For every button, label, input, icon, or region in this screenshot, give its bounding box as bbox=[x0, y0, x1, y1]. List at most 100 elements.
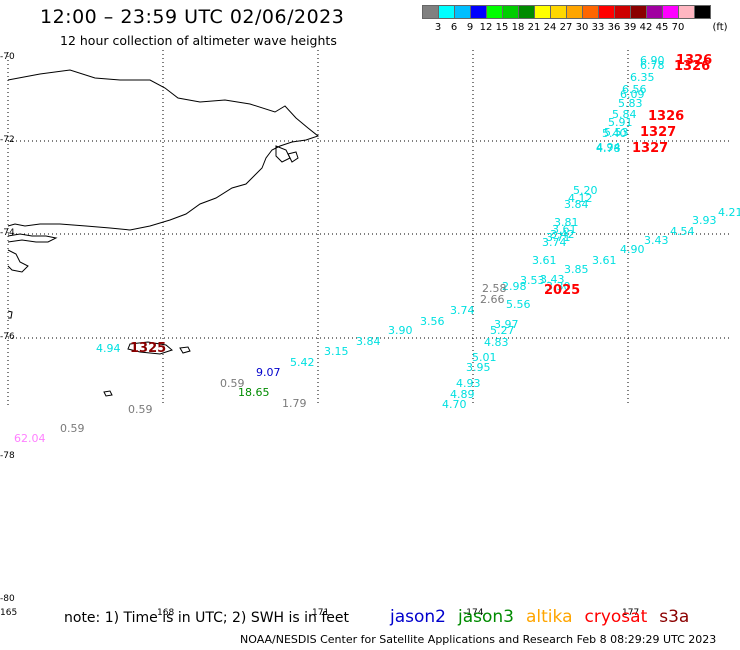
wave-height-label: 3.93 bbox=[692, 214, 717, 227]
legend-unit: (ft) bbox=[712, 22, 728, 33]
coastline bbox=[7, 69, 320, 397]
wave-height-label: 2.66 bbox=[480, 293, 505, 306]
legend-swatch bbox=[694, 5, 711, 19]
map-subtitle: 12 hour collection of altimeter wave hei… bbox=[60, 33, 337, 48]
legend-label: 45 bbox=[655, 22, 669, 33]
wave-height-label: 3.15 bbox=[324, 345, 349, 358]
wave-height-label: 3.61 bbox=[552, 223, 577, 236]
lat-label-78: -78 bbox=[0, 451, 15, 461]
legend-label: 12 bbox=[479, 22, 493, 33]
lon-label-171: 171 bbox=[312, 608, 330, 618]
wave-height-label: 0.59 bbox=[220, 377, 245, 390]
wave-height-label: 9.07 bbox=[256, 366, 281, 379]
wave-height-label: 4.94 bbox=[96, 342, 121, 355]
lon-label-177: 177 bbox=[622, 608, 640, 618]
wave-height-label: 5.42 bbox=[290, 356, 315, 369]
wave-height-label: 3.74 bbox=[542, 236, 567, 249]
wave-height-label: 18.65 bbox=[238, 386, 270, 399]
wave-height-label: 6.09 bbox=[620, 88, 645, 101]
credit-line: NOAA/NESDIS Center for Satellite Applica… bbox=[240, 633, 717, 646]
pass-time-label: 2025 bbox=[544, 283, 580, 298]
lon-label-168: 168 bbox=[157, 608, 175, 618]
legend-label: 15 bbox=[495, 22, 509, 33]
wave-height-label: 3.85 bbox=[564, 263, 589, 276]
wave-height-label: 5.91 bbox=[608, 116, 633, 129]
legend-label: 70 bbox=[671, 22, 685, 33]
wave-height-label: 4.54 bbox=[670, 225, 695, 238]
wave-height-label: 3.97 bbox=[494, 318, 519, 331]
wave-height-label: 3.95 bbox=[466, 361, 491, 374]
wave-height-label: 6.78 bbox=[640, 59, 665, 72]
pass-time-label: 1327 bbox=[632, 141, 668, 156]
wave-height-label: 3.53 bbox=[520, 274, 545, 287]
mission-jason3: jason3 bbox=[458, 607, 514, 627]
wave-height-label: 3.56 bbox=[420, 315, 445, 328]
wave-height-label: 6.56 bbox=[622, 83, 647, 96]
legend-label: 21 bbox=[527, 22, 541, 33]
wave-height-label: 3.30 bbox=[546, 280, 571, 293]
wave-height-label: 3.61 bbox=[532, 254, 557, 267]
legend-label: 6 bbox=[450, 22, 458, 33]
map-title: 12:00 – 23:59 UTC 02/06/2023 bbox=[40, 6, 345, 28]
coastline-small-island bbox=[287, 151, 299, 163]
wave-height-label: 5.83 bbox=[618, 97, 643, 110]
wave-height-label: 5.53 bbox=[604, 126, 629, 139]
lat-label-80: -80 bbox=[0, 594, 15, 604]
wave-height-label: 3.84 bbox=[356, 335, 381, 348]
legend-label: 18 bbox=[511, 22, 525, 33]
wave-height-label: 3.74 bbox=[450, 304, 475, 317]
wave-height-label: 4.93 bbox=[456, 377, 481, 390]
wave-height-label: 5.20 bbox=[573, 184, 598, 197]
wave-height-label: 3.90 bbox=[388, 324, 413, 337]
lon-label-165: 165 bbox=[0, 608, 18, 618]
coastline-inlet bbox=[275, 145, 291, 163]
wave-height-label: 6.90 bbox=[640, 54, 665, 67]
wave-height-label: 4.94 bbox=[596, 141, 621, 154]
lat-label-74: -74 bbox=[0, 228, 15, 238]
wave-height-label: 5.01 bbox=[472, 351, 497, 364]
mission-jason2: jason2 bbox=[390, 607, 446, 627]
wave-height-label: 3.43 bbox=[540, 273, 565, 286]
wave-height-label: 0.59 bbox=[128, 403, 153, 416]
wave-height-label: 0.59 bbox=[60, 422, 85, 435]
legend-label: 39 bbox=[623, 22, 637, 33]
wave-height-label: 4.78 bbox=[596, 142, 621, 155]
legend-label: 30 bbox=[575, 22, 589, 33]
wave-height-label: 3.61 bbox=[592, 254, 617, 267]
wave-height-label: 4.70 bbox=[442, 398, 467, 411]
wave-height-label: 5.56 bbox=[506, 298, 531, 311]
wave-height-label: 3.43 bbox=[644, 234, 669, 247]
wave-height-label: 4.12 bbox=[568, 192, 593, 205]
wave-height-label: 5.40 bbox=[602, 127, 627, 140]
coastline-island-3 bbox=[103, 390, 113, 397]
wave-height-label: 62.04 bbox=[14, 432, 46, 445]
color-legend bbox=[422, 5, 711, 19]
graticule bbox=[8, 50, 732, 405]
wave-height-label: 3.71 bbox=[546, 231, 571, 244]
observation-labels: 6.906.786.356.566.095.835.845.915.535.40… bbox=[14, 54, 740, 445]
wave-height-label: 4.90 bbox=[620, 243, 645, 256]
coastline-shelf bbox=[7, 233, 58, 243]
legend-label: 24 bbox=[543, 22, 557, 33]
lat-label-72: -72 bbox=[0, 135, 15, 145]
lat-label-70: -70 bbox=[0, 52, 15, 62]
wave-height-label: 5.27 bbox=[490, 324, 515, 337]
mission-altika: altika bbox=[526, 607, 573, 627]
wave-height-label: 2.58 bbox=[482, 282, 507, 295]
lon-label-minus174: -174 bbox=[463, 608, 484, 618]
mission-s3a: s3a bbox=[659, 607, 690, 627]
mission-legend: jason2 jason3 altika cryosat s3a bbox=[390, 607, 701, 627]
pass-time-label: 1327 bbox=[640, 125, 676, 140]
legend-label: 42 bbox=[639, 22, 653, 33]
wave-height-label: 1.79 bbox=[282, 397, 307, 410]
legend-label: 36 bbox=[607, 22, 621, 33]
pass-time-label: 1325 bbox=[130, 341, 166, 356]
coastline-island-2 bbox=[179, 346, 191, 354]
mission-cryosat: cryosat bbox=[584, 607, 648, 627]
lat-label-76: -76 bbox=[0, 332, 15, 342]
wave-height-label: 4.21 bbox=[718, 206, 740, 219]
wave-height-label: 3.81 bbox=[554, 216, 579, 229]
wave-height-label: 4.83 bbox=[484, 336, 509, 349]
wave-height-label: 3.84 bbox=[564, 198, 589, 211]
legend-label: 33 bbox=[591, 22, 605, 33]
